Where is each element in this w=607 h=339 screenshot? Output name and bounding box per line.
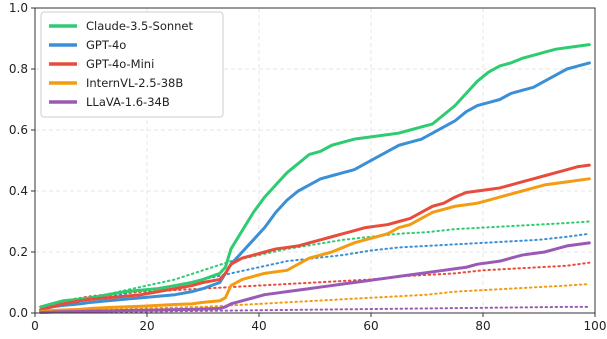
series-dotted-line-1	[39, 232, 591, 308]
legend-box	[40, 11, 224, 118]
series-solid-line-2	[39, 163, 591, 312]
series-solid-line-0	[39, 43, 591, 309]
axes: 0 20 40 60 80 100 0.0 0.2 0.4 0.6 0.8 1.0	[9, 1, 607, 333]
legend-label: GPT-4o	[86, 38, 126, 52]
y-tick-label: 0.8	[9, 62, 28, 76]
legend-label: Claude-3.5-Sonnet	[86, 19, 194, 33]
series-dotted-line-4	[39, 305, 591, 314]
x-tick-label: 0	[31, 319, 39, 333]
plot-frame	[34, 7, 596, 314]
series-dotted-line-0	[39, 220, 591, 308]
x-tick-label: 100	[584, 319, 607, 333]
series-solid-line-1	[39, 61, 591, 312]
legend-label: LLaVA-1.6-34B	[86, 95, 170, 109]
series-lines	[39, 43, 591, 314]
series-dotted-line-3	[39, 283, 591, 313]
legend-label: GPT-4o-Mini	[86, 57, 154, 71]
x-tick-label: 20	[139, 319, 154, 333]
series-solid-line-4	[39, 241, 591, 314]
y-tick-label: 0.4	[9, 184, 28, 198]
x-tick-label: 40	[251, 319, 266, 333]
x-tick-label: 80	[475, 319, 490, 333]
y-tick-label: 1.0	[9, 1, 28, 15]
legend-label: InternVL-2.5-38B	[86, 76, 183, 90]
legend: Claude-3.5-Sonnet GPT-4o GPT-4o-Mini Intern…	[40, 11, 224, 118]
y-tick-label: 0.0	[9, 306, 28, 320]
x-tick-label: 60	[363, 319, 378, 333]
y-tick-label: 0.2	[9, 245, 28, 259]
series-solid-line-3	[39, 177, 591, 313]
y-tick-label: 0.6	[9, 123, 28, 137]
